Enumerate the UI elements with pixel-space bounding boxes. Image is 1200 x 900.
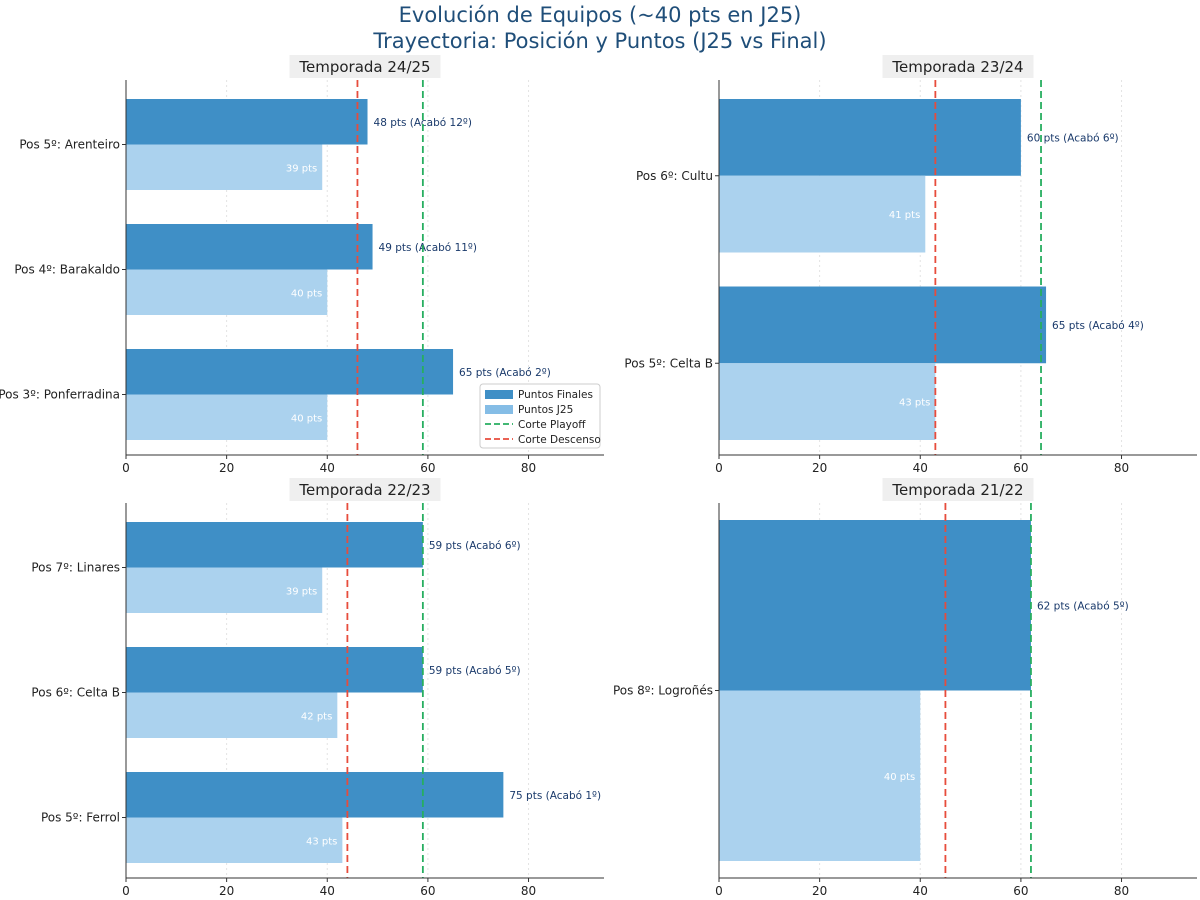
x-tick-label: 20 xyxy=(812,884,827,898)
final-value-label: 60 pts (Acabó 6º) xyxy=(1027,132,1119,144)
x-tick-label: 40 xyxy=(320,884,335,898)
bar-j25 xyxy=(126,692,338,738)
panel-title-background xyxy=(882,478,1034,501)
category-label: Pos 7º: Linares xyxy=(31,561,120,575)
j25-value-label: 39 pts xyxy=(286,163,317,174)
panel-1: Temporada 23/24 Pos 6º: Cultu 60 pts (Acab… xyxy=(624,55,1197,475)
j25-value-label: 41 pts xyxy=(889,210,920,221)
bar-j25 xyxy=(126,817,343,863)
bar-final xyxy=(126,772,504,818)
x-tick-label: 80 xyxy=(1114,884,1129,898)
panel-0: Temporada 24/25 Pos 5º: Arenteiro 48 pts (… xyxy=(0,55,604,475)
final-value-label: 48 pts (Acabó 12º) xyxy=(374,117,472,129)
category-label: Pos 5º: Arenteiro xyxy=(19,138,120,152)
bar-j25 xyxy=(719,690,921,861)
category-label: Pos 5º: Ferrol xyxy=(41,811,120,825)
j25-value-label: 39 pts xyxy=(286,586,317,597)
panel-title: Temporada 24/25 xyxy=(298,58,430,76)
x-tick-label: 20 xyxy=(219,461,234,475)
category-label: Pos 3º: Ponferradina xyxy=(0,388,120,402)
final-value-label: 65 pts (Acabó 2º) xyxy=(459,367,551,379)
bar-j25 xyxy=(126,269,328,315)
j25-value-label: 43 pts xyxy=(306,836,337,847)
legend-swatch-j25 xyxy=(485,405,513,414)
chart-title-line1: Evolución de Equipos (~40 pts en J25) xyxy=(399,3,802,27)
panel-title-background xyxy=(289,478,441,501)
category-label: Pos 6º: Celta B xyxy=(31,686,120,700)
bar-j25 xyxy=(126,567,323,613)
x-tick-label: 80 xyxy=(1114,461,1129,475)
x-tick-label: 40 xyxy=(913,461,928,475)
category-label: Pos 5º: Celta B xyxy=(624,356,713,370)
x-tick-label: 40 xyxy=(320,461,335,475)
bar-j25 xyxy=(126,394,328,440)
j25-value-label: 43 pts xyxy=(899,398,930,409)
j25-value-label: 42 pts xyxy=(301,711,332,722)
panel-title: Temporada 21/22 xyxy=(891,481,1023,499)
x-tick-label: 0 xyxy=(122,461,130,475)
panel-title: Temporada 23/24 xyxy=(891,58,1023,76)
x-tick-label: 20 xyxy=(812,461,827,475)
panel-title-background xyxy=(289,55,441,78)
x-tick-label: 60 xyxy=(1013,461,1028,475)
legend: Puntos Finales Puntos J25 Corte Playoff Cor… xyxy=(479,383,601,449)
panel-title-background xyxy=(882,55,1034,78)
x-tick-label: 60 xyxy=(420,461,435,475)
x-tick-label: 0 xyxy=(715,884,723,898)
bar-j25 xyxy=(126,144,323,190)
bar-final xyxy=(126,522,423,568)
j25-value-label: 40 pts xyxy=(884,772,915,783)
bar-final xyxy=(126,224,373,270)
final-value-label: 65 pts (Acabó 4º) xyxy=(1052,320,1144,332)
final-value-label: 62 pts (Acabó 5º) xyxy=(1037,600,1129,612)
bar-final xyxy=(719,286,1047,364)
panels-container: Temporada 24/25 Pos 5º: Arenteiro 48 pts (… xyxy=(0,55,1197,898)
category-label: Pos 8º: Logroñés xyxy=(613,684,713,698)
bar-final xyxy=(126,99,368,145)
x-tick-label: 20 xyxy=(219,884,234,898)
legend-label-j25: Puntos J25 xyxy=(518,404,573,416)
legend-swatch-final xyxy=(485,390,513,399)
final-value-label: 59 pts (Acabó 5º) xyxy=(429,665,521,677)
legend-label-descenso: Corte Descenso xyxy=(518,434,601,446)
final-value-label: 75 pts (Acabó 1º) xyxy=(509,790,601,802)
x-tick-label: 80 xyxy=(521,884,536,898)
x-tick-label: 0 xyxy=(715,461,723,475)
bar-final xyxy=(719,99,1021,176)
bar-final xyxy=(126,647,423,693)
bar-final xyxy=(719,520,1031,691)
category-label: Pos 6º: Cultu xyxy=(636,169,713,183)
x-tick-label: 0 xyxy=(122,884,130,898)
category-label: Pos 4º: Barakaldo xyxy=(14,263,120,277)
chart-title-line2: Trayectoria: Posición y Puntos (J25 vs F… xyxy=(372,29,826,53)
legend-box xyxy=(479,383,601,449)
bar-final xyxy=(126,349,454,395)
x-tick-label: 40 xyxy=(913,884,928,898)
legend-label-playoff: Corte Playoff xyxy=(518,419,586,431)
x-tick-label: 60 xyxy=(1013,884,1028,898)
x-tick-label: 60 xyxy=(420,884,435,898)
legend-label-final: Puntos Finales xyxy=(518,389,593,401)
bar-j25 xyxy=(719,175,926,253)
j25-value-label: 40 pts xyxy=(291,413,322,424)
panel-title: Temporada 22/23 xyxy=(298,481,430,499)
final-value-label: 49 pts (Acabó 11º) xyxy=(379,242,477,254)
final-value-label: 59 pts (Acabó 6º) xyxy=(429,540,521,552)
j25-value-label: 40 pts xyxy=(291,288,322,299)
x-tick-label: 80 xyxy=(521,461,536,475)
panel-2: Temporada 22/23 Pos 7º: Linares 59 pts (Ac… xyxy=(31,478,604,898)
panel-3: Temporada 21/22 Pos 8º: Logroñés 62 pts (A… xyxy=(613,478,1197,898)
bar-j25 xyxy=(719,363,936,440)
